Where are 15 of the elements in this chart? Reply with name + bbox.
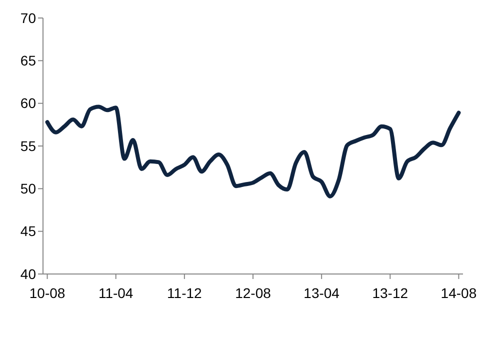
x-tick-label: 10-08: [29, 285, 66, 301]
y-tick-label: 55: [20, 138, 36, 154]
x-tick-label: 12-08: [235, 285, 272, 301]
y-tick-label: 40: [20, 266, 36, 282]
y-tick-label: 70: [20, 10, 36, 26]
line-series: [45, 104, 461, 198]
y-tick-label: 65: [20, 52, 36, 69]
x-tick-label: 13-12: [372, 285, 408, 301]
y-tick-label: 60: [20, 95, 36, 112]
x-tick-label: 13-04: [304, 285, 340, 301]
x-tick-label: 11-12: [167, 285, 202, 301]
x-tick-label: 11-04: [98, 285, 134, 301]
y-tick-label: 45: [20, 223, 36, 240]
x-tick-label: 14-08: [440, 285, 477, 301]
y-tick-label: 50: [20, 180, 36, 197]
